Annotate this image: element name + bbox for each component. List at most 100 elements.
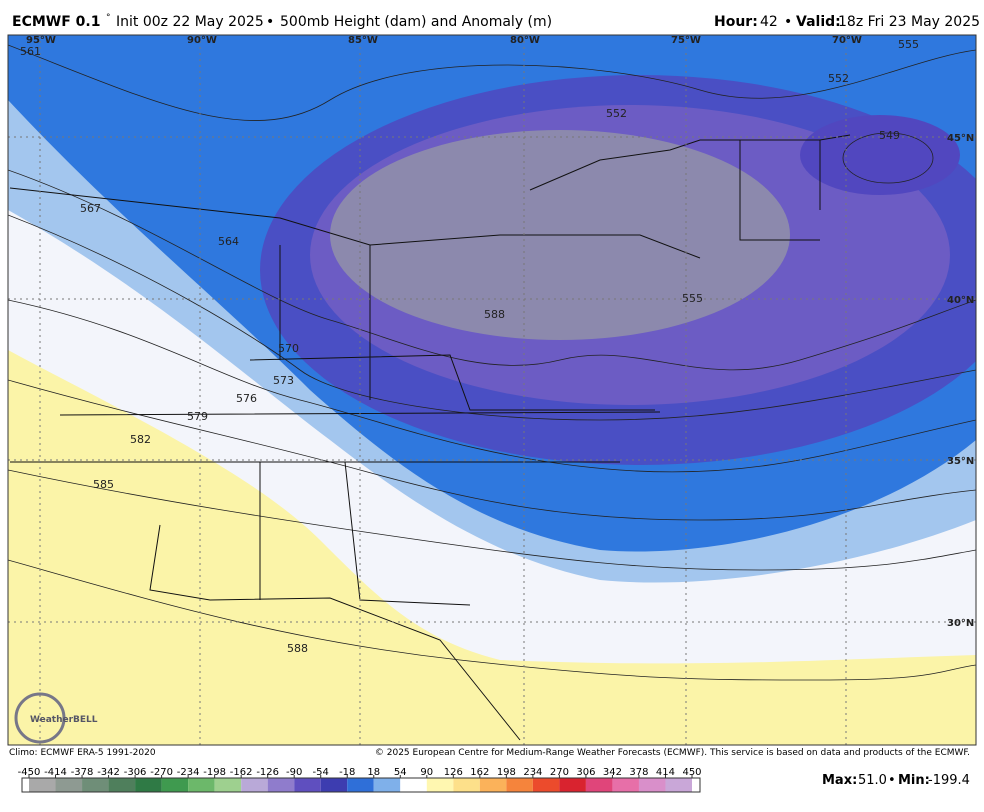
colorbar-segment <box>55 778 83 792</box>
colorbar-segment <box>612 778 639 792</box>
colorbar-frame <box>21 777 701 793</box>
colorbar-segment <box>82 778 109 792</box>
contour-label: 579 <box>187 410 208 423</box>
colorbar-segment <box>453 778 480 792</box>
contour-label: 588 <box>484 308 505 321</box>
lat-label: 45°N <box>947 133 974 144</box>
max-label: Max: <box>822 773 857 788</box>
product: 500mb Height (dam) and Anomaly (m) <box>280 14 552 30</box>
colorbar-label: 90 <box>420 767 433 778</box>
contour-label: 549 <box>879 129 900 142</box>
colorbar-label: 306 <box>576 767 595 778</box>
valid-label: Valid: <box>796 14 841 30</box>
contour-label: 582 <box>130 433 151 446</box>
lon-label: 95°W <box>26 35 56 46</box>
colorbar-label: 270 <box>550 767 569 778</box>
contours <box>8 44 976 681</box>
contour-label: 573 <box>273 374 294 387</box>
sep: • <box>888 773 896 788</box>
colorbar-segment <box>29 778 56 792</box>
colorbar-segment <box>161 778 189 792</box>
colorbar-segment <box>638 778 666 792</box>
colorbar-segment <box>585 778 613 792</box>
colorbar-label: 450 <box>682 767 701 778</box>
colorbar-label: 18 <box>367 767 380 778</box>
anomaly-fill <box>800 115 960 195</box>
lat-label: 35°N <box>947 456 974 467</box>
colorbar-label: 126 <box>444 767 463 778</box>
colorbar-segment <box>214 778 242 792</box>
contour-label: 555 <box>898 38 919 51</box>
logo-mark <box>14 692 66 744</box>
colorbar-label: -54 <box>313 767 329 778</box>
colorbar-segment <box>108 778 136 792</box>
colorbar-label: -270 <box>150 767 173 778</box>
colorbar-segment <box>241 778 268 792</box>
copyright: © 2025 European Centre for Medium-Range … <box>375 748 970 758</box>
colorbar: -450 -414 -378 -342 -306 -270 -234 -198 -162 -126… <box>18 767 702 793</box>
colorbar-segment <box>532 778 560 792</box>
contour-label: 561 <box>20 45 41 58</box>
colorbar-segment <box>479 778 507 792</box>
colorbar-label: -18 <box>339 767 355 778</box>
lon-label: 70°W <box>832 35 862 46</box>
logo: WeatherBELL <box>30 715 98 725</box>
contour-label: 585 <box>93 478 114 491</box>
colorbar-segment <box>135 778 162 792</box>
colorbar-segment <box>294 778 321 792</box>
lon-label: 75°W <box>671 35 701 46</box>
map-frame <box>7 34 977 746</box>
lon-label: 85°W <box>348 35 378 46</box>
colorbar-label: -234 <box>177 767 200 778</box>
contour-label: 552 <box>606 107 627 120</box>
climo: Climo: ECMWF ERA-5 1991-2020 <box>9 748 156 758</box>
colorbar-segment <box>347 778 374 792</box>
colorbar-segment <box>559 778 586 792</box>
colorbar-label: 198 <box>497 767 516 778</box>
lon-label: 90°W <box>187 35 217 46</box>
degree: ° <box>106 13 111 23</box>
contour-label: 567 <box>80 202 101 215</box>
colorbar-segment <box>400 778 427 792</box>
contour-label: 564 <box>218 235 239 248</box>
colorbar-segment <box>665 778 692 792</box>
colorbar-segment <box>267 778 295 792</box>
colorbar-segment <box>188 778 215 792</box>
colorbar-label: -90 <box>286 767 302 778</box>
colorbar-segment <box>373 778 401 792</box>
colorbar-label: -198 <box>203 767 226 778</box>
hour-label: Hour: <box>714 14 758 30</box>
colorbar-label: -414 <box>44 767 67 778</box>
contour-label: 555 <box>682 292 703 305</box>
colorbar-label: 342 <box>603 767 622 778</box>
colorbar-label: 54 <box>394 767 407 778</box>
colorbar-label: -450 <box>18 767 41 778</box>
colorbar-segment <box>426 778 454 792</box>
contour-label: 588 <box>287 642 308 655</box>
sep: • <box>784 14 792 30</box>
lat-label: 30°N <box>947 618 974 629</box>
contour-label: 552 <box>828 72 849 85</box>
sep: • <box>266 14 274 30</box>
valid: 18z Fri 23 May 2025 <box>838 14 980 30</box>
lat-label: 40°N <box>947 295 974 306</box>
max: 51.0 <box>858 773 887 788</box>
header: ECMWF 0.1 ° Init 00z 22 May 2025 • 500mb… <box>12 13 980 30</box>
graticule <box>8 35 976 745</box>
contour-label: 576 <box>236 392 257 405</box>
colorbar-label: 234 <box>523 767 542 778</box>
model: ECMWF 0.1 <box>12 14 100 30</box>
colorbar-label: -378 <box>71 767 94 778</box>
colorbar-label: 414 <box>656 767 675 778</box>
colorbar-label: 162 <box>470 767 489 778</box>
contour-label: 570 <box>278 342 299 355</box>
min: -199.4 <box>928 773 970 788</box>
map: 95°W 90°W 85°W 80°W 75°W 70°W 45°N 40°N … <box>7 34 977 746</box>
extremes: Max: 51.0 • Min: -199.4 <box>822 773 970 788</box>
colorbar-segment <box>320 778 348 792</box>
colorbar-label: -126 <box>256 767 279 778</box>
hour: 42 <box>760 14 778 30</box>
min-label: Min: <box>898 773 930 788</box>
init: Init 00z 22 May 2025 <box>116 14 264 30</box>
